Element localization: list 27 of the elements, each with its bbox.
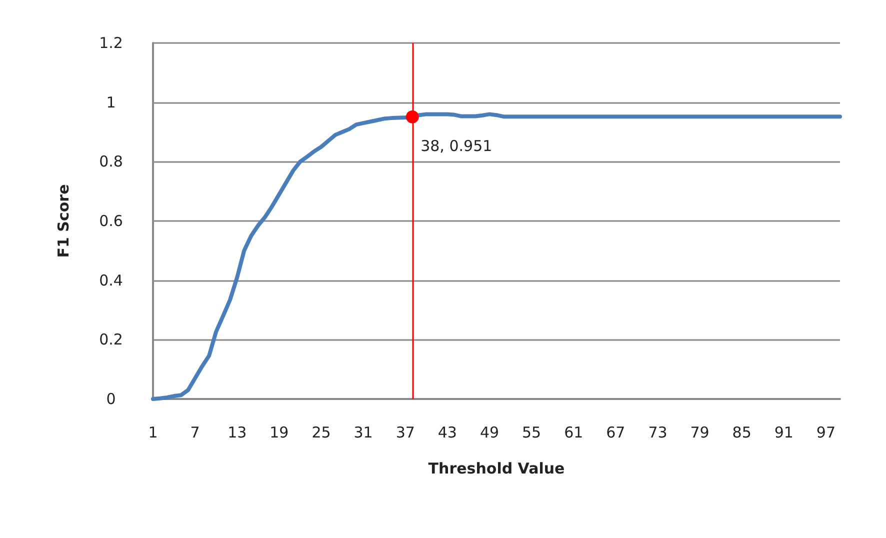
x-tick-label: 19 xyxy=(270,424,289,442)
x-tick-label: 31 xyxy=(354,424,373,442)
y-tick-label: 1 xyxy=(106,93,116,112)
x-tick-label: 49 xyxy=(480,424,500,442)
y-tick-label: 1.2 xyxy=(99,34,123,52)
x-tick-label: 73 xyxy=(648,424,668,442)
y-axis-title: F1 Score xyxy=(54,184,72,258)
x-axis-title: Threshold Value xyxy=(428,460,565,478)
y-tick-label: 0.8 xyxy=(99,152,123,171)
x-tick-label: 7 xyxy=(190,424,200,442)
x-tick-label: 91 xyxy=(774,424,794,442)
x-tick-label: 85 xyxy=(732,424,752,442)
y-tick-label: 0.6 xyxy=(99,212,123,230)
y-tick-label: 0.4 xyxy=(99,271,123,290)
x-tick-label: 1 xyxy=(148,424,158,442)
x-tick-label: 55 xyxy=(522,424,542,442)
x-tick-label: 25 xyxy=(312,424,331,442)
x-tick-label: 67 xyxy=(606,424,626,442)
x-tick-label: 43 xyxy=(438,424,457,442)
y-tick-label: 0.2 xyxy=(99,330,123,349)
x-tick-label: 61 xyxy=(564,424,584,442)
x-tick-label: 79 xyxy=(690,424,710,442)
x-tick-label: 13 xyxy=(228,424,247,442)
y-tick-label: 0 xyxy=(106,390,116,408)
x-tick-label: 37 xyxy=(396,424,415,442)
x-tick-label: 97 xyxy=(816,424,836,442)
annotation: 38, 0.951 xyxy=(420,136,492,155)
